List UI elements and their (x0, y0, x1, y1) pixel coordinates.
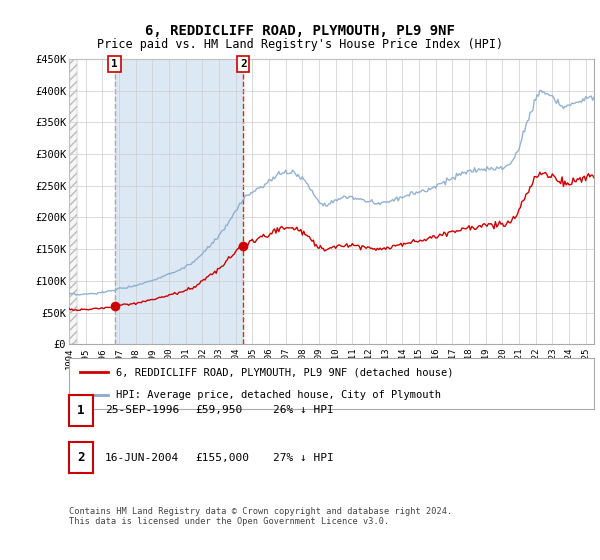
Bar (69, 59, 77, 344)
Text: 1: 1 (111, 59, 118, 69)
Text: 16-JUN-2004: 16-JUN-2004 (105, 453, 179, 463)
Bar (69, 59, 73, 344)
Text: HPI: Average price, detached house, City of Plymouth: HPI: Average price, detached house, City… (116, 390, 441, 400)
Text: 1: 1 (77, 404, 85, 417)
Text: 25-SEP-1996: 25-SEP-1996 (105, 405, 179, 415)
Text: Contains HM Land Registry data © Crown copyright and database right 2024.
This d: Contains HM Land Registry data © Crown c… (69, 507, 452, 526)
Text: Price paid vs. HM Land Registry's House Price Index (HPI): Price paid vs. HM Land Registry's House … (97, 38, 503, 51)
Bar (115, 59, 244, 344)
Text: 26% ↓ HPI: 26% ↓ HPI (273, 405, 334, 415)
Text: £59,950: £59,950 (195, 405, 242, 415)
Text: £155,000: £155,000 (195, 453, 249, 463)
Text: 2: 2 (240, 59, 247, 69)
Text: 27% ↓ HPI: 27% ↓ HPI (273, 453, 334, 463)
Text: 6, REDDICLIFF ROAD, PLYMOUTH, PL9 9NF (detached house): 6, REDDICLIFF ROAD, PLYMOUTH, PL9 9NF (d… (116, 367, 454, 377)
Text: 6, REDDICLIFF ROAD, PLYMOUTH, PL9 9NF: 6, REDDICLIFF ROAD, PLYMOUTH, PL9 9NF (145, 24, 455, 38)
Text: 2: 2 (77, 451, 85, 464)
